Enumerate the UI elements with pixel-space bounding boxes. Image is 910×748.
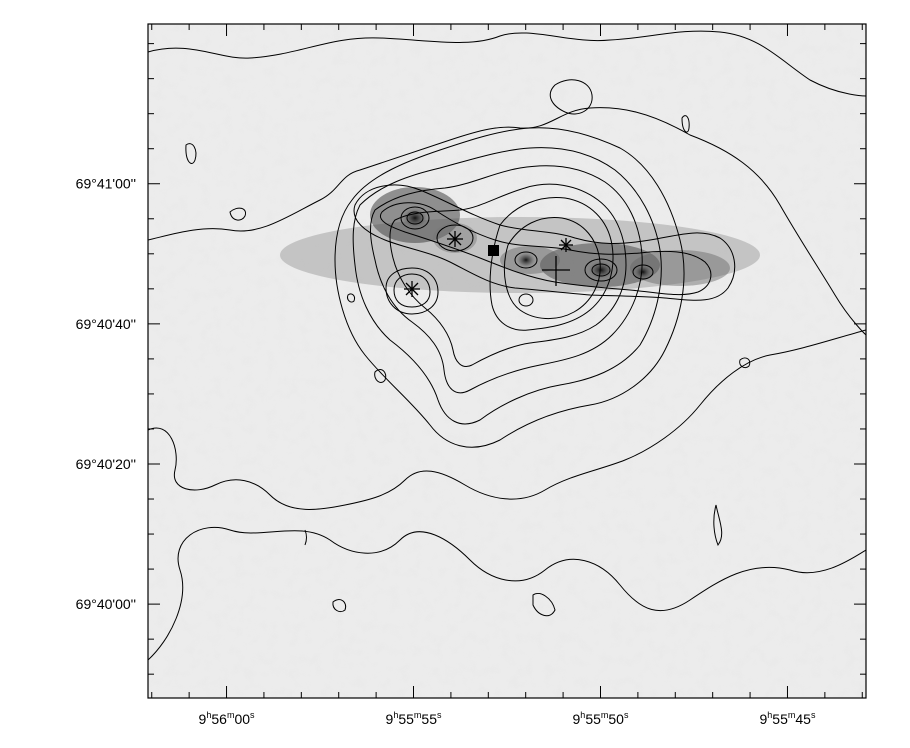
- unit-superscript: s: [624, 710, 629, 720]
- contour-level-6: [489, 196, 614, 331]
- contour-island-8: [713, 504, 723, 546]
- value: 56: [211, 711, 227, 727]
- x-tick-label: 9h55m45s: [759, 710, 815, 727]
- value: 00: [234, 711, 250, 727]
- unit-superscript: h: [393, 710, 398, 720]
- contour-level-4: [370, 165, 643, 394]
- contour-peak-b: [584, 258, 618, 282]
- unit-superscript: s: [437, 710, 442, 720]
- unit-superscript: m: [414, 710, 422, 720]
- value: 55: [585, 711, 601, 727]
- contour-island-3: [229, 207, 247, 221]
- contour-island-11: [532, 593, 556, 617]
- contour-lines: [148, 30, 866, 661]
- plot-area: 9h56m00s 9h55m55s 9h55m50s 9h55m45s 69°40'0…: [76, 23, 867, 727]
- contour-level-8: [385, 267, 439, 315]
- contour-level-3: [352, 147, 662, 425]
- contour-island-7: [332, 599, 347, 613]
- contour-peak-d: [514, 251, 538, 269]
- unit-superscript: s: [250, 710, 255, 720]
- value: 9: [199, 711, 207, 727]
- contour-level-1: [148, 30, 866, 97]
- contour-island-9: [739, 357, 751, 369]
- contour-level-2: [334, 127, 685, 448]
- unit-superscript: s: [811, 710, 816, 720]
- contour-level-band-inner: [380, 202, 712, 296]
- value: 50: [608, 711, 624, 727]
- contour-level-1c: [148, 526, 866, 661]
- contour-peak-f: [518, 293, 534, 307]
- value: 55: [421, 711, 437, 727]
- contour-peak-a2: [406, 211, 424, 225]
- image-noise: [148, 24, 866, 698]
- contour-level-5: [389, 183, 627, 367]
- axis-ticks: [148, 24, 866, 698]
- x-tick-label: 9h56m00s: [199, 710, 255, 727]
- asterisk-marker-2: [404, 281, 420, 297]
- x-axis-labels: 9h56m00s 9h55m55s 9h55m50s 9h55m45s: [199, 710, 816, 727]
- unit-superscript: m: [227, 710, 235, 720]
- y-tick-label: 69°40'40'': [76, 316, 136, 332]
- value: 45: [795, 711, 811, 727]
- contour-island-10: [304, 529, 307, 546]
- unit-superscript: m: [601, 710, 609, 720]
- y-tick-label: 69°40'00'': [76, 596, 136, 612]
- contour-island-5: [347, 293, 355, 303]
- contour-peak-b2: [591, 263, 611, 277]
- unit-superscript: h: [767, 710, 772, 720]
- contour-peak-a: [400, 206, 430, 230]
- contour-peak-e: [436, 224, 474, 252]
- value: 9: [573, 711, 581, 727]
- contour-level-band: [353, 184, 736, 301]
- contour-island-2: [185, 143, 197, 164]
- asterisk-marker-1: [447, 231, 463, 247]
- contour-peak-c: [632, 264, 654, 280]
- asterisk-marker-3: [559, 238, 573, 252]
- square-marker: [488, 245, 499, 256]
- contour-island-4: [681, 115, 690, 133]
- value: 55: [398, 711, 414, 727]
- value: 9: [759, 711, 767, 727]
- x-tick-label: 9h55m50s: [573, 710, 629, 727]
- emission-band: [280, 187, 760, 293]
- y-axis-labels: 69°40'00'' 69°40'20'' 69°40'40'' 69°41'00'': [76, 176, 136, 612]
- y-tick-label: 69°40'20'': [76, 456, 136, 472]
- unit-superscript: h: [580, 710, 585, 720]
- x-tick-label: 9h55m55s: [386, 710, 442, 727]
- y-tick-label: 69°41'00'': [76, 176, 136, 192]
- contour-level-1d: [148, 329, 866, 510]
- value: 9: [386, 711, 394, 727]
- contour-island-1: [549, 79, 593, 115]
- contour-island-6: [374, 369, 387, 383]
- unit-superscript: h: [206, 710, 211, 720]
- plot-frame: [147, 23, 867, 699]
- contour-level-9: [393, 273, 431, 308]
- unit-superscript: m: [788, 710, 796, 720]
- cross-marker: [542, 256, 570, 286]
- markers: [404, 231, 573, 297]
- value: 55: [772, 711, 788, 727]
